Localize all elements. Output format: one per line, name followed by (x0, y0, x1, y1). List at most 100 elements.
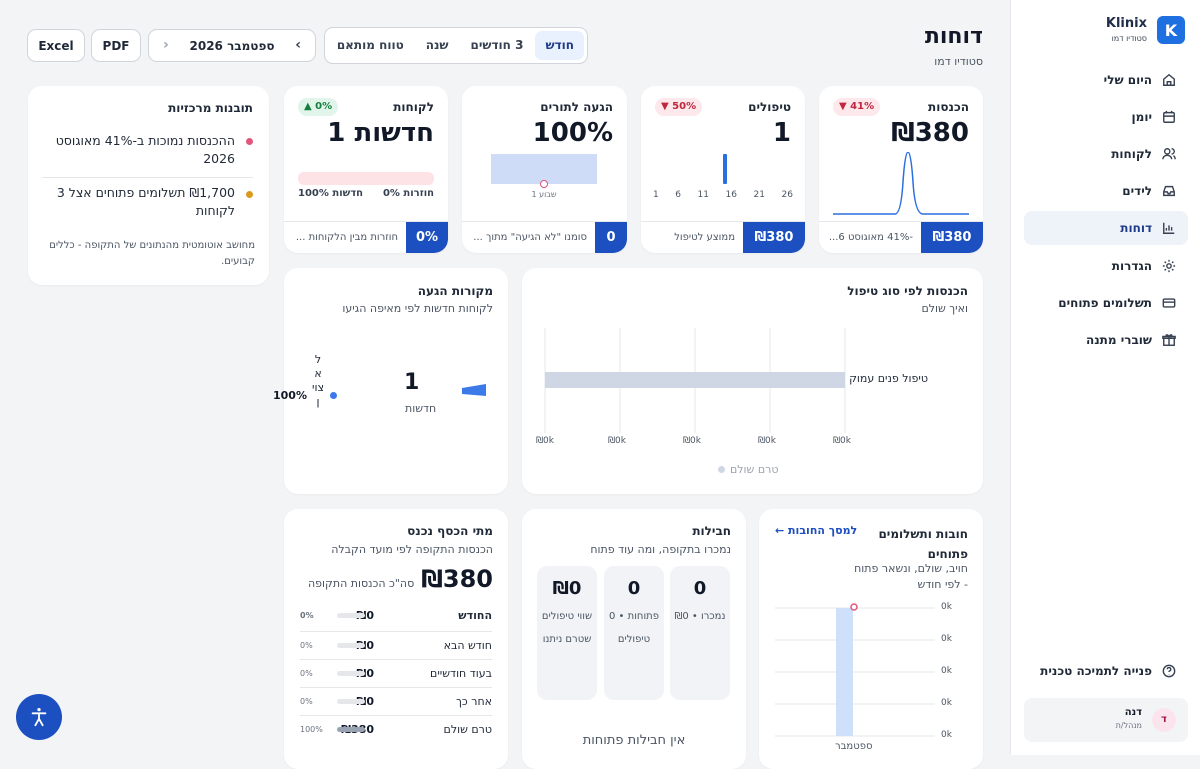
row-pct: 0% (300, 697, 313, 706)
kpi-label: הגעה לתורים (540, 100, 613, 114)
revenue-by-type-card: הכנסות לפי סוג טיפול ואיך שולם טיפול פני… (522, 268, 983, 494)
user-card[interactable]: ד דנה מנהל/ת (1024, 698, 1188, 742)
insights-card: תובנות מרכזיות ההכנסות נמוכות ב-41% מאוג… (28, 86, 269, 285)
x-tick: ₪0k (758, 436, 776, 446)
package-desc: פתוחות • 0 טיפולים (608, 611, 659, 645)
sidebar-item-label: לידים (1122, 184, 1152, 198)
category-label: טיפול פנים עמוק (849, 372, 928, 385)
sidebar-item-reports[interactable]: דוחות (1024, 211, 1188, 245)
sidebar-item-open-payments[interactable]: תשלומים פתוחים (1024, 286, 1188, 320)
sidebar-item-leads[interactable]: לידים (1024, 174, 1188, 208)
chevron-left-icon[interactable]: ‹ (163, 37, 169, 53)
chart-icon (1163, 222, 1175, 234)
treatments-bar (723, 154, 727, 184)
trend-badge: ▲ 0% (298, 98, 339, 116)
debts-link[interactable]: ← למסך החובות (775, 524, 858, 537)
klinix-logo-icon: K (1157, 16, 1185, 44)
insight-dot (246, 138, 253, 145)
period-month[interactable]: חודש (535, 31, 584, 60)
sources-chart (462, 384, 486, 396)
row-value: ₪0 (356, 639, 374, 652)
sidebar-item-today[interactable]: היום שלי (1024, 63, 1188, 97)
current-month: ספטמבר 2026 (189, 38, 275, 53)
col-month: החודש (458, 609, 492, 622)
section-subtitle: חויב, שולם, ונשאר פתוח - לפי חודש (854, 562, 968, 591)
section-subtitle: נמכרו בתקופה, ומה עוד פתוח (590, 543, 731, 556)
accessibility-button[interactable] (16, 694, 62, 740)
package-sold-card: 0 נמכרו • ₪0 (670, 566, 730, 700)
chevron-right-icon[interactable]: › (295, 37, 301, 53)
page-title: דוחות (924, 24, 983, 49)
sources-count: 1 (404, 370, 420, 395)
sidebar-item-gift-vouchers[interactable]: שוברי מתנה (1024, 323, 1188, 357)
legend-label: טרם שולם (730, 463, 779, 476)
kpi-footer-value: 0 (595, 222, 627, 253)
table-row: בעוד חודשיים ₪0 0% (300, 659, 492, 687)
y-tick: 0k (941, 730, 952, 740)
chart-legend: טרם שולם (718, 463, 778, 476)
sidebar-item-label: תשלומים פתוחים (1058, 296, 1152, 310)
sidebar-item-clients[interactable]: לקוחות (1024, 137, 1188, 171)
period-3-months[interactable]: 3 חודשים (470, 38, 524, 52)
trend-badge: ▼ 50% (655, 98, 703, 116)
gift-icon (1162, 334, 1176, 346)
period-year[interactable]: שנה (425, 38, 449, 52)
sources-card: מקורות הגעה לקוחות חדשות לפי מאיפה הגיעו… (273, 268, 508, 494)
divider (42, 177, 253, 178)
col-value: ₪0 (356, 609, 374, 622)
row-pct: 0% (300, 641, 313, 650)
source-label: לא צוין (312, 353, 324, 408)
accessibility-icon (31, 708, 47, 727)
kpi-value: 1 חדשות (327, 118, 434, 148)
calendar-icon (1163, 110, 1175, 123)
sidebar-item-settings[interactable]: הגדרות (1024, 249, 1188, 283)
kpi-value: 1 (772, 118, 791, 148)
section-subtitle: הכנסות התקופה לפי מועד הקבלה (331, 543, 493, 556)
table-row: אחר כך ₪0 0% (300, 687, 492, 715)
insight-item: ההכנסות נמוכות ב-41% מאוגוסט 2026 (55, 133, 235, 166)
row-month: טרם שולם (443, 723, 492, 736)
pdf-button[interactable]: PDF (91, 29, 141, 62)
kpi-footer-text: ממוצע לטיפול (674, 232, 735, 243)
kpi-footer-value: 0% (406, 222, 448, 253)
sidebar-item-label: יומן (1131, 110, 1152, 124)
row-value: ₪0 (356, 667, 374, 680)
kpi-footer: 0% חוזרות מבין הלקוחות ... (284, 221, 448, 253)
home-icon (1163, 73, 1175, 86)
logo[interactable]: K Klinix סטודיו דמו (1105, 16, 1185, 48)
package-value: ₪0 (552, 578, 582, 599)
row-month: אחר כך (456, 695, 492, 708)
sidebar-item-label: הגדרות (1111, 259, 1152, 273)
kpi-label: לקוחות (393, 100, 434, 114)
kpi-footer: ₪380 ממוצע לטיפול (641, 221, 805, 253)
section-title: הכנסות לפי סוג טיפול (847, 284, 968, 298)
sidebar-item-calendar[interactable]: יומן (1024, 100, 1188, 134)
kpi-footer: 0 סומנו "לא הגיעה" מתוך ... (462, 221, 627, 253)
source-dot (330, 392, 337, 399)
kpi-arrival-card: הגעה לתורים 100% שבוע 1 0 סומנו "לא הגיע… (462, 86, 627, 253)
cashflow-card: מתי הכסף נכנס הכנסות התקופה לפי מועד הקב… (284, 509, 508, 769)
excel-button[interactable]: Excel (27, 29, 85, 62)
period-selector: חודש 3 חודשים שנה טווח מותאם (324, 27, 588, 64)
row-pct: 100% (300, 725, 323, 734)
kpi-footer-text: סומנו "לא הגיעה" מתוך ... (473, 232, 587, 243)
user-role: מנהל/ת (1115, 721, 1142, 730)
section-title: חובות ותשלומים פתוחים (878, 527, 968, 561)
users-icon (1162, 148, 1176, 160)
support-link[interactable]: פנייה לתמיכה טכנית (1024, 654, 1188, 688)
table-row: חודש הבא ₪0 0% (300, 631, 492, 659)
revenue-by-type-chart (544, 328, 846, 433)
arrival-marker (540, 180, 548, 188)
y-tick: 0k (941, 666, 952, 676)
kpi-treatments-card: טיפולים ▼ 50% 1 1 6 11 16 21 26 ₪380 ממו… (641, 86, 805, 253)
package-value: 0 (693, 578, 707, 599)
kpi-label: טיפולים (748, 100, 791, 114)
row-pct: 0% (300, 669, 313, 678)
period-custom[interactable]: טווח מותאם (336, 38, 404, 52)
row-bar (337, 699, 365, 704)
kpi-footer-value: ₪380 (921, 222, 983, 253)
clients-ratio-bar (298, 172, 434, 185)
x-tick: ₪0k (683, 436, 701, 446)
support-label: פנייה לתמיכה טכנית (1040, 664, 1152, 678)
week-label: שבוע 1 (531, 190, 557, 199)
